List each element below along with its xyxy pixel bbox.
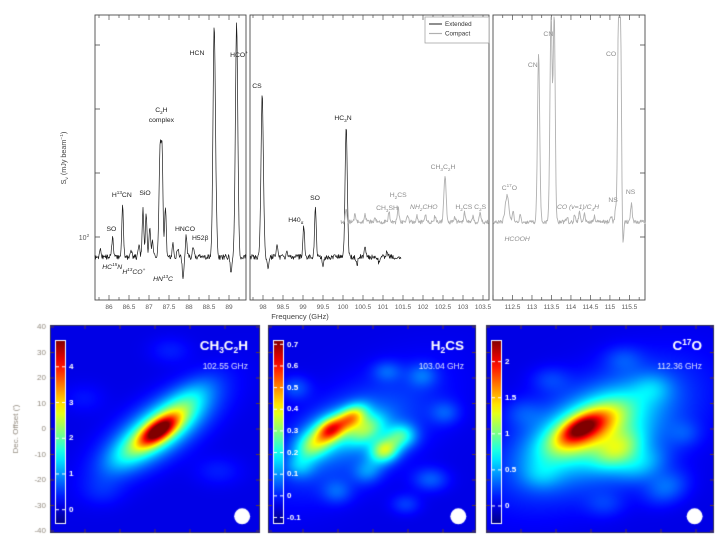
spectrum-panel-border-1 xyxy=(249,14,490,301)
x-tick-label: 103 xyxy=(458,304,469,311)
x-tick-label: 115.5 xyxy=(622,304,638,311)
x-tick-label: 114 xyxy=(566,304,577,311)
line-label: HN13C xyxy=(153,274,173,283)
legend-label-extended: Extended xyxy=(445,21,472,28)
line-label: SiO xyxy=(139,190,150,197)
x-ticks-1: 98 98.5 99 99.5 100 100.5 101 101.5 102 102.5 103 1… xyxy=(252,15,492,311)
x-tick-label: 113.5 xyxy=(544,304,560,311)
x-tick-label: 102 xyxy=(418,304,429,311)
legend: Extended Compact xyxy=(424,16,490,44)
line-label: NS xyxy=(626,189,636,196)
line-label: CN xyxy=(528,62,538,69)
trace-compact xyxy=(340,176,489,225)
line-label: H2CS xyxy=(390,192,407,200)
line-label: H40α xyxy=(288,217,303,225)
x-tick-label: 115 xyxy=(605,304,616,311)
line-label: HNCO xyxy=(175,226,195,233)
line-label: NS xyxy=(608,197,618,204)
x-tick-label: 88.5 xyxy=(203,304,216,311)
line-label: CO xyxy=(606,51,616,58)
x-tick-label: 114.5 xyxy=(583,304,599,311)
line-label: CH3SH xyxy=(376,205,398,213)
line-label: HCOOH xyxy=(505,236,530,243)
x-tick-label: 99.5 xyxy=(317,304,330,311)
x-tick-label: 113 xyxy=(527,304,538,311)
y-axis-label: Sν (mJy beam−1) xyxy=(59,132,70,185)
line-label: CN xyxy=(543,31,553,38)
line-label: H13CO+ xyxy=(122,267,145,276)
x-tick-label: 86 xyxy=(105,304,113,311)
line-label: HC15N xyxy=(102,262,122,271)
x-ticks-0: 86 86.5 87 87.5 88 88.5 89 xyxy=(98,15,240,311)
line-label: C17O xyxy=(502,183,517,192)
x-tick-label: 87 xyxy=(145,304,153,311)
spectrum-panel-border-2 xyxy=(492,14,646,301)
x-tick-label: 88 xyxy=(185,304,193,311)
line-label: CO (v=1)/C4H xyxy=(557,204,599,212)
x-tick-label: 102.5 xyxy=(435,304,452,311)
x-tick-label: 87.5 xyxy=(163,304,176,311)
line-label: NH2CHO xyxy=(410,204,438,212)
line-label: C2S xyxy=(474,204,486,212)
x-tick-label: 98.5 xyxy=(277,304,290,311)
spectrum-plot: 86 86.5 87 87.5 88 88.5 89 98 98.5 99 99.5 100 100.5… xyxy=(59,14,646,321)
trace-extended xyxy=(94,22,247,280)
x-ticks-2: 112.5 113 113.5 114 114.5 115 115.5 xyxy=(492,15,640,311)
x-tick-label: 89 xyxy=(225,304,233,311)
line-label: HCN xyxy=(190,50,205,57)
trace-compact xyxy=(492,16,646,243)
x-tick-label: 86.5 xyxy=(123,304,136,311)
legend-label-compact: Compact xyxy=(445,31,470,38)
line-label: SO xyxy=(106,226,116,233)
line-label: complex xyxy=(149,117,175,124)
y-tick-label: 102 xyxy=(79,233,90,242)
x-tick-label: 99 xyxy=(299,304,307,311)
x-tick-label: 98 xyxy=(259,304,267,311)
spectrum-panel-border-0 xyxy=(94,14,247,301)
line-label: H52β xyxy=(192,235,208,242)
trace-extended xyxy=(249,95,402,270)
line-label: CS xyxy=(252,83,262,90)
line-label: H2CS xyxy=(455,204,472,212)
x-axis-label: Frequency (GHz) xyxy=(271,312,329,321)
intensity-maps xyxy=(0,322,723,550)
line-label: CH3C2H xyxy=(431,164,456,172)
line-label: SO xyxy=(310,195,320,202)
x-tick-label: 103.5 xyxy=(475,304,492,311)
x-tick-label: 101 xyxy=(378,304,389,311)
x-tick-label: 112.5 xyxy=(505,304,521,311)
line-label: H13CN xyxy=(112,190,132,199)
x-tick-label: 100 xyxy=(338,304,349,311)
line-label: HC3N xyxy=(334,115,351,123)
x-tick-label: 100.5 xyxy=(355,304,372,311)
x-tick-label: 101.5 xyxy=(395,304,412,311)
line-label: HCO+ xyxy=(230,50,248,59)
line-label: C2H xyxy=(155,107,167,115)
